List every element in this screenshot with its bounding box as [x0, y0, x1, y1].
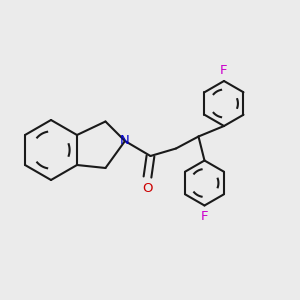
- Text: F: F: [201, 210, 208, 223]
- Text: O: O: [142, 182, 153, 194]
- Text: N: N: [120, 134, 130, 148]
- Text: F: F: [220, 64, 228, 76]
